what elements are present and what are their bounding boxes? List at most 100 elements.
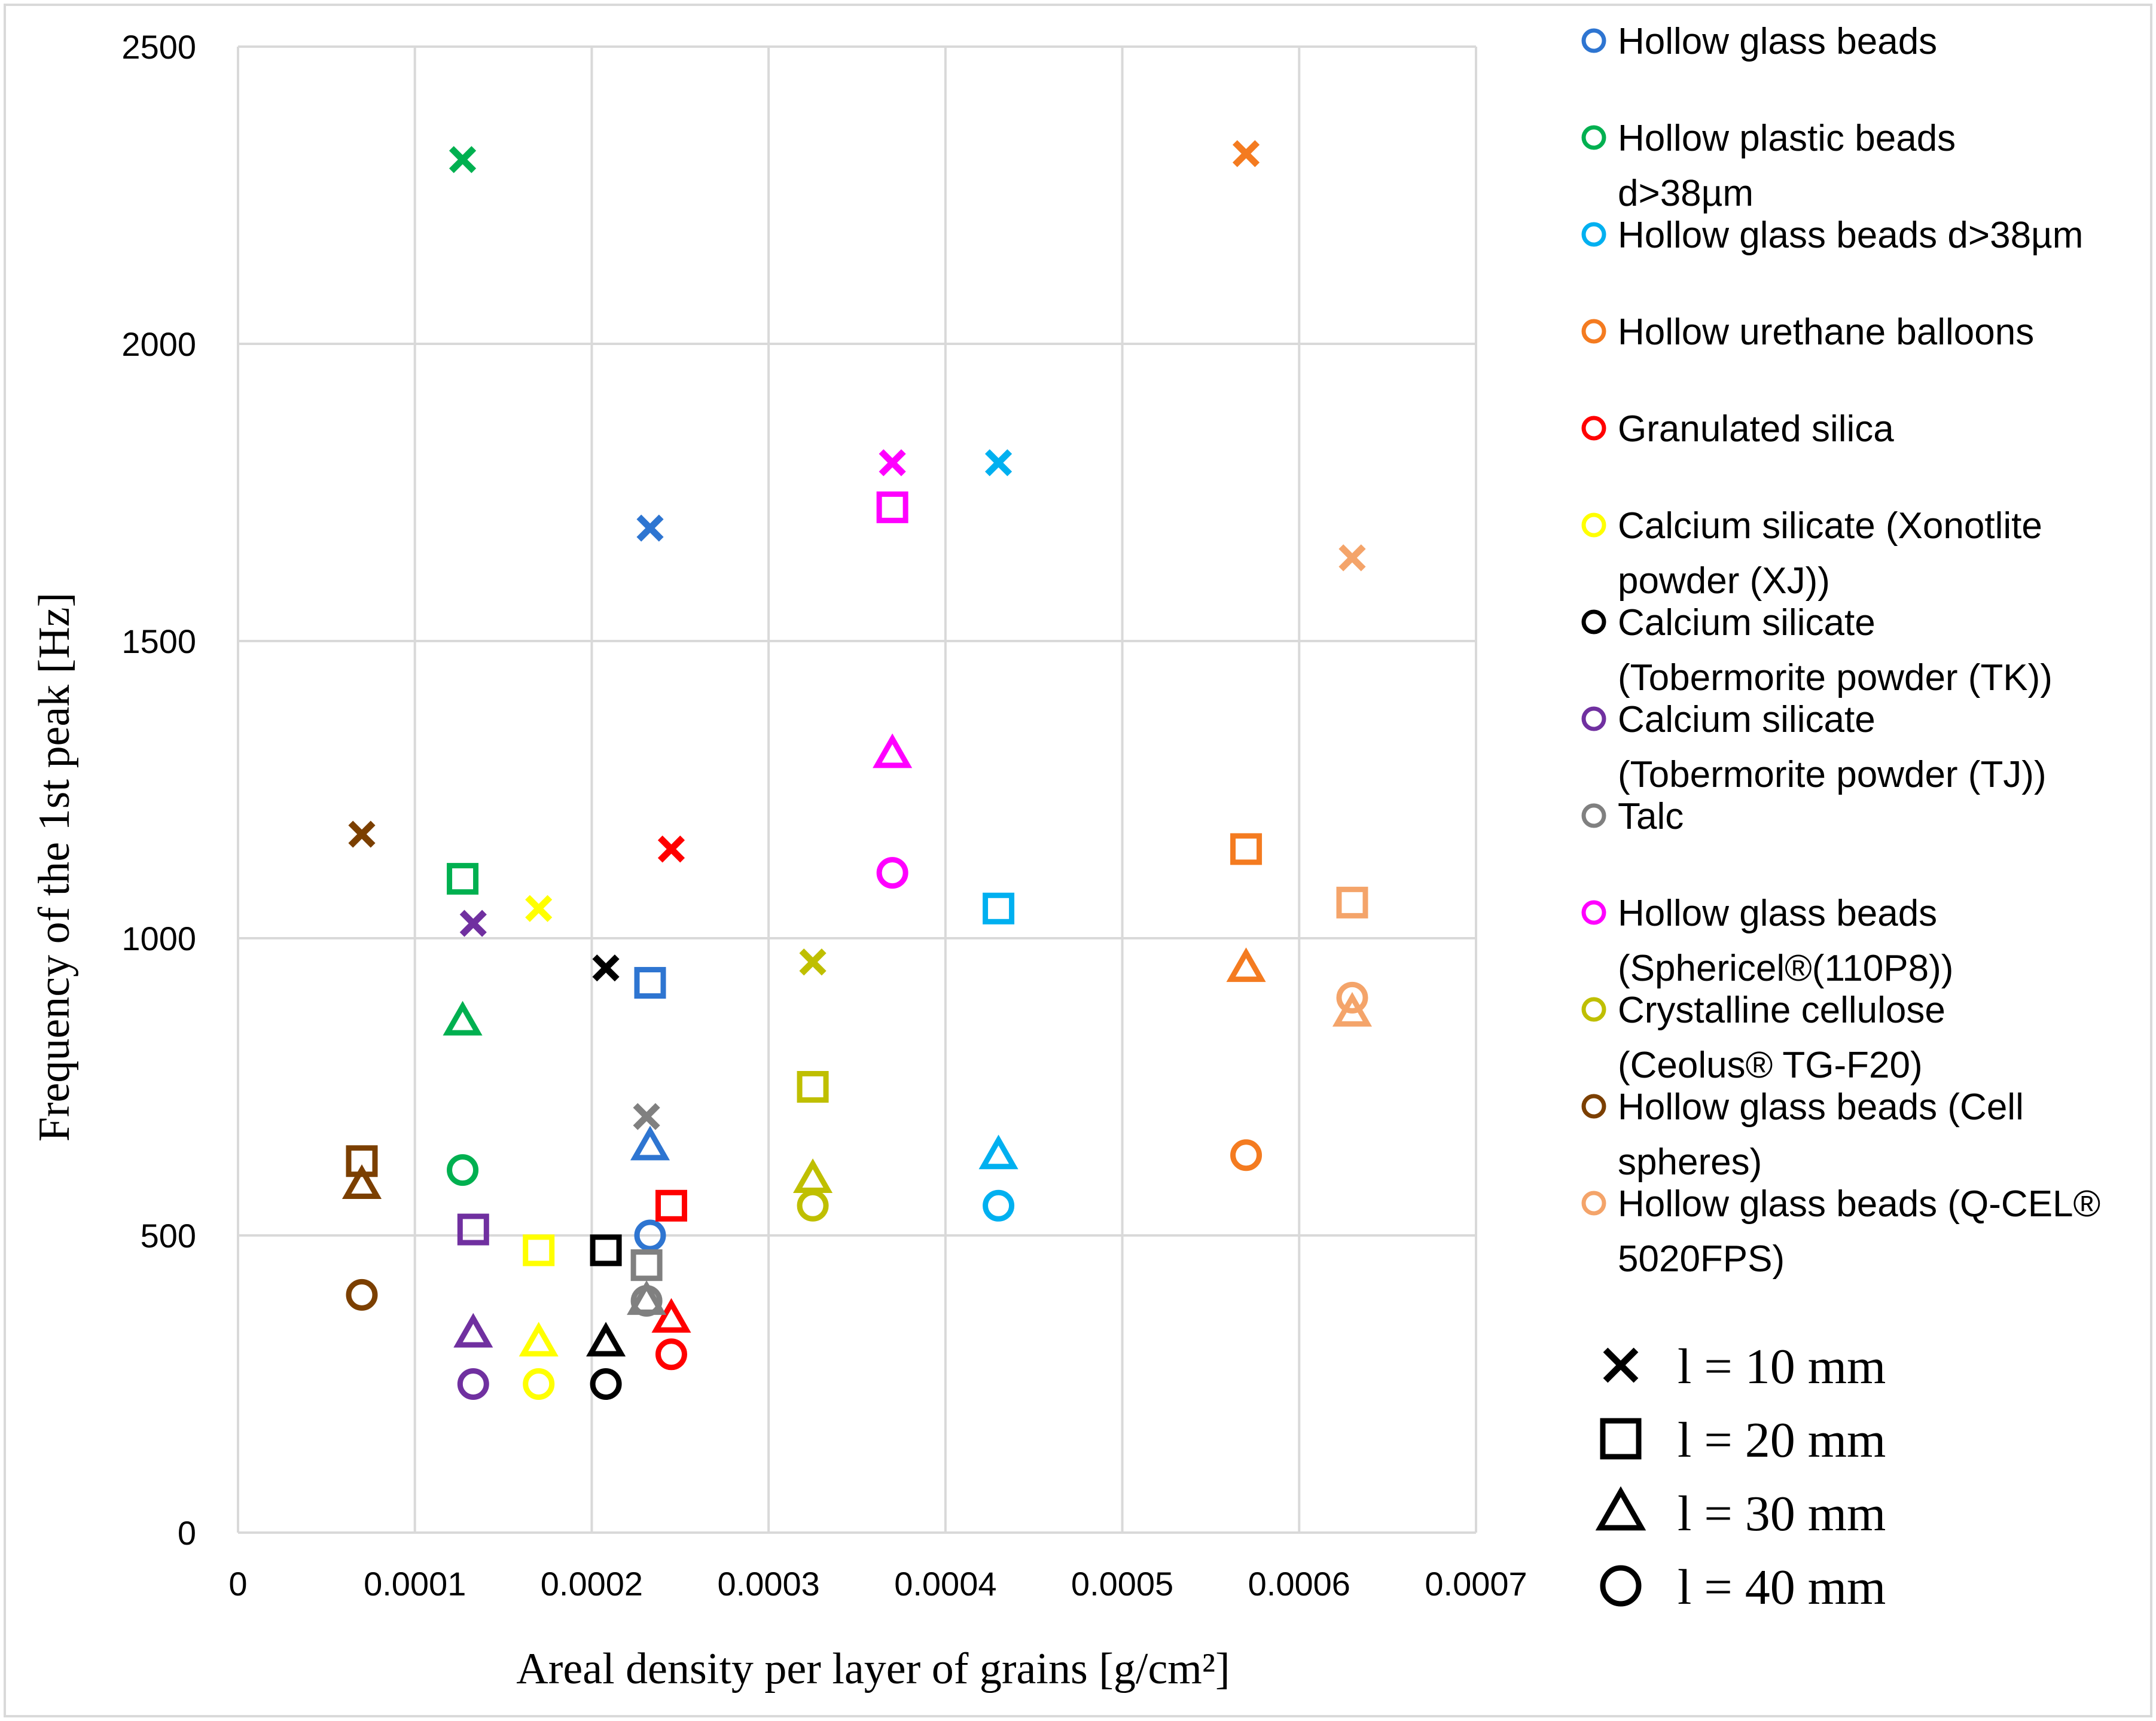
data-point xyxy=(630,1284,663,1317)
data-point xyxy=(657,835,685,863)
legend-marker xyxy=(1581,319,1606,344)
data-point xyxy=(519,1322,559,1357)
data-point xyxy=(1232,140,1260,167)
data-point xyxy=(797,1071,829,1103)
legend-label: Granulated silica xyxy=(1618,408,1894,450)
legend-label: Hollow glass beads xyxy=(1618,893,1937,934)
y-tick-label: 2000 xyxy=(121,325,196,363)
y-tick-label: 2500 xyxy=(121,28,196,66)
data-points xyxy=(341,140,1373,1400)
legend-label: Hollow glass beads (Q-CEL® xyxy=(1618,1183,2100,1225)
axes: 0 500 1000 1500 2000 2500 0 0.0001 0.0002 0.0003 0… xyxy=(121,28,1527,1603)
data-point xyxy=(797,1189,829,1222)
data-point xyxy=(459,910,487,937)
data-point xyxy=(799,948,827,976)
data-point xyxy=(630,1125,670,1161)
x-tick-label: 0.0003 xyxy=(718,1565,820,1603)
data-point xyxy=(876,491,908,523)
legend-marker xyxy=(1581,706,1606,731)
legend-label: (Sphericel®(110P8)) xyxy=(1618,948,1953,989)
legend-label: Calcium silicate xyxy=(1618,699,1876,740)
legend-label: (Tobermorite powder (TJ)) xyxy=(1618,754,2047,795)
legend-marker xyxy=(1581,609,1606,634)
legend-label: Hollow glass beads d>38µm xyxy=(1618,215,2083,256)
data-point xyxy=(592,954,620,982)
legend-marker xyxy=(1581,803,1606,828)
x-tick-label: 0.0001 xyxy=(364,1565,466,1603)
x-tick-label: 0.0007 xyxy=(1425,1565,1527,1603)
legend-label: Calcium silicate (Xonotlite xyxy=(1618,505,2042,547)
data-point xyxy=(523,1234,555,1267)
legend-label: Hollow urethane balloons xyxy=(1618,312,2034,353)
shape-legend-label: l = 20 mm xyxy=(1678,1412,1886,1468)
y-tick-label: 1000 xyxy=(121,920,196,957)
legend-label: (Ceolus® TG-F20) xyxy=(1618,1045,1923,1086)
legend-label: d>38µm xyxy=(1618,173,1754,214)
data-point xyxy=(630,1249,663,1281)
data-point xyxy=(984,449,1013,477)
legend-label: Crystalline cellulose xyxy=(1618,990,1945,1031)
data-point xyxy=(590,1368,622,1400)
marker-legend: l = 10 mm l = 20 mm l = 30 mm l = 40 mm xyxy=(1595,1339,1886,1615)
data-point xyxy=(449,146,477,173)
legend-marker xyxy=(1581,512,1606,538)
x-tick-label: 0.0006 xyxy=(1248,1565,1350,1603)
data-point xyxy=(1336,981,1368,1014)
data-point xyxy=(523,1368,555,1400)
data-point xyxy=(634,1219,666,1252)
shape-legend-marker xyxy=(1595,1486,1646,1531)
y-axis-title: Frequency of the 1st peak [Hz] xyxy=(30,593,79,1142)
data-point xyxy=(651,1298,691,1333)
data-point xyxy=(1338,544,1366,572)
legend-marker xyxy=(1581,997,1606,1022)
legend-marker xyxy=(1581,222,1606,247)
data-point xyxy=(873,733,913,768)
legend-marker xyxy=(1581,416,1606,441)
data-point xyxy=(1230,1139,1263,1171)
data-point xyxy=(457,1213,489,1246)
data-point xyxy=(983,1189,1015,1222)
data-point xyxy=(1226,947,1266,982)
y-tick-label: 0 xyxy=(178,1514,196,1552)
gridlines xyxy=(237,45,1477,1534)
data-point xyxy=(346,1278,378,1311)
data-point xyxy=(590,1234,622,1267)
data-point xyxy=(655,1189,687,1222)
legend-label: Hollow plastic beads xyxy=(1618,118,1956,159)
data-point xyxy=(983,892,1015,924)
data-point xyxy=(586,1322,626,1357)
shape-legend-marker xyxy=(1600,1565,1642,1607)
data-point xyxy=(1336,886,1368,919)
legend-marker xyxy=(1581,28,1606,53)
legend-label: Hollow glass beads xyxy=(1618,21,1937,62)
data-point xyxy=(341,1164,382,1199)
data-point xyxy=(457,1368,489,1400)
data-point xyxy=(655,1338,687,1371)
shape-legend-label: l = 30 mm xyxy=(1678,1486,1886,1542)
data-point xyxy=(978,1134,1018,1170)
data-point xyxy=(348,820,376,848)
data-point xyxy=(1230,833,1263,865)
figure-border xyxy=(4,4,2152,1717)
y-tick-label: 500 xyxy=(141,1217,196,1255)
data-point xyxy=(633,1103,660,1130)
shape-legend-label: l = 40 mm xyxy=(1678,1560,1886,1615)
x-axis-title: Areal density per layer of grains [g/cm²… xyxy=(516,1644,1230,1693)
shape-legend-marker xyxy=(1600,1418,1642,1460)
legend-label: Hollow glass beads (Cell xyxy=(1618,1087,2024,1128)
x-tick-label: 0.0002 xyxy=(541,1565,643,1603)
data-point xyxy=(876,857,908,889)
legend-label: spheres) xyxy=(1618,1142,1762,1183)
shape-legend-marker xyxy=(1603,1347,1639,1383)
data-point xyxy=(443,1000,483,1036)
legend-marker xyxy=(1581,125,1606,150)
data-point xyxy=(453,1313,493,1348)
legend-label: Calcium silicate xyxy=(1618,602,1876,643)
data-point xyxy=(636,514,664,542)
legend-label: 5020FPS) xyxy=(1618,1238,1785,1280)
legend-marker xyxy=(1581,900,1606,925)
legend-label: (Tobermorite powder (TK)) xyxy=(1618,657,2053,698)
x-tick-label: 0.0004 xyxy=(894,1565,996,1603)
data-point xyxy=(879,449,906,477)
